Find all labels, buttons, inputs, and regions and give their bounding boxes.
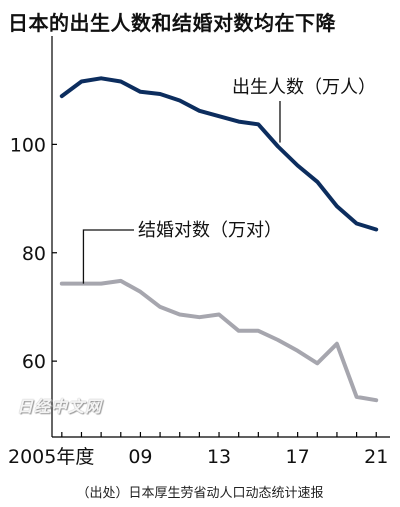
x-tick-label: 17 bbox=[286, 446, 310, 468]
marriages-series-label: 结婚对数（万对） bbox=[138, 220, 282, 241]
y-tick-label: 100 bbox=[10, 134, 46, 156]
y-tick-label: 80 bbox=[22, 243, 46, 265]
y-tick-label: 60 bbox=[22, 351, 46, 373]
marriages-leader-line bbox=[82, 229, 134, 284]
chart-title: 日本的出生人数和结婚对数均在下降 bbox=[8, 11, 336, 35]
births-series-line bbox=[59, 76, 379, 232]
births-series-label: 出生人数（万人） bbox=[232, 77, 376, 98]
x-tick-label: 13 bbox=[207, 446, 231, 468]
source-note: （出处）日本厚生劳省动人口动态统计速报 bbox=[76, 486, 324, 501]
watermark-logo: 日经中文网 bbox=[17, 397, 103, 416]
x-tick-label: 2005年度 bbox=[8, 446, 94, 468]
x-tick-label: 09 bbox=[128, 446, 152, 468]
marriages-series-line bbox=[59, 278, 379, 403]
x-tick-label: 21 bbox=[364, 446, 388, 468]
